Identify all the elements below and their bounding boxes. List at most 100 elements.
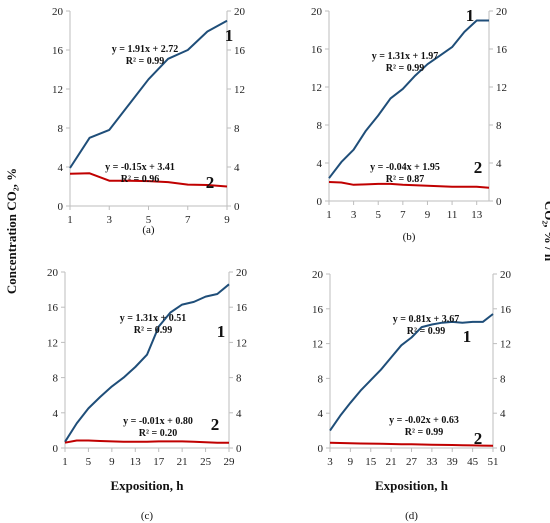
x-tick-label: 29 [224,456,236,468]
r-squared-1: R² = 0.99 [134,325,172,336]
r-squared-1: R² = 0.99 [386,63,424,74]
x-tick-label: 3 [107,214,113,226]
regression-equation-1: y = 0.81x + 3.67 [393,314,459,325]
y-tick-label-right: 20 [234,6,246,18]
x-tick-label: 1 [62,456,68,468]
panel-label: (a) [142,224,155,236]
curve-number-1: 1 [463,327,472,346]
r-squared-2: R² = 0.20 [139,428,177,439]
x-tick-label: 21 [177,456,188,468]
x-tick-label: 5 [86,456,92,468]
x-tick-label: 5 [146,214,152,226]
y-tick-label-left: 4 [53,408,59,420]
y-tick-label-right: 4 [496,158,502,170]
y-tick-label-right: 0 [496,196,502,208]
y-tick-label-left: 16 [311,44,323,56]
curve-number-2: 2 [474,429,483,448]
x-tick-label: 11 [447,209,458,221]
y-tick-label-left: 4 [318,408,324,420]
panel-label: (b) [403,231,416,243]
y-tick-label-left: 16 [312,304,324,316]
y-tick-label-right: 0 [234,201,240,213]
y-tick-label-right: 20 [496,6,508,18]
regression-equation-2: y = -0.15x + 3.41 [105,162,175,173]
y-tick-label-left: 12 [312,339,323,351]
regression-equation-2: y = -0.02x + 0.63 [389,415,459,426]
panel-label: (d) [405,510,418,522]
y-tick-label-right: 8 [496,120,502,132]
x-tick-label: 17 [153,456,165,468]
y-tick-label-right: 4 [500,408,506,420]
x-tick-label: 9 [348,456,354,468]
y-tick-label-left: 8 [53,373,59,385]
regression-equation-1: y = 1.91x + 2.72 [112,44,178,55]
x-tick-label: 9 [109,456,115,468]
r-squared-2: R² = 0.99 [405,427,443,438]
y-tick-label-left: 12 [311,82,322,94]
y-tick-label-left: 0 [58,201,64,213]
series-line-2 [329,441,494,447]
y-tick-label-right: 16 [234,45,246,57]
y-tick-label-right: 4 [234,162,240,174]
x-tick-label: 25 [200,456,212,468]
y-tick-label-right: 16 [236,302,248,314]
y-tick-label-right: 12 [236,337,247,349]
x-tick-label: 5 [375,209,381,221]
y-tick-label-left: 20 [312,269,324,281]
regression-equation-2: y = -0.04x + 1.95 [370,162,440,173]
curve-number-2: 2 [474,158,483,177]
y-axis-label-right: CO₂, % / h [542,201,550,262]
y-tick-label-left: 8 [58,123,64,135]
y-tick-label-left: 16 [52,45,64,57]
y-tick-label-right: 12 [500,339,511,351]
curve-number-2: 2 [206,173,215,192]
x-tick-label: 1 [67,214,73,226]
y-tick-label-left: 0 [318,443,324,455]
x-tick-label: 13 [471,209,483,221]
y-tick-label-right: 12 [234,84,245,96]
x-tick-label: 33 [426,456,438,468]
series-line-2 [69,172,228,188]
x-tick-label: 15 [365,456,377,468]
x-tick-label: 9 [425,209,431,221]
x-tick-label: 3 [327,456,333,468]
y-tick-label-right: 12 [496,82,507,94]
regression-equation-2: y = -0.01x + 0.80 [123,416,193,427]
series-line-1 [64,283,230,443]
y-tick-label-right: 0 [500,443,506,455]
y-tick-label-right: 8 [234,123,240,135]
curve-number-2: 2 [211,415,220,434]
y-tick-label-left: 0 [317,196,323,208]
curve-number-1: 1 [225,26,234,45]
x-tick-label: 13 [130,456,142,468]
x-tick-label: 7 [400,209,406,221]
y-tick-label-right: 20 [500,269,512,281]
r-squared-1: R² = 0.99 [407,326,445,337]
series-line-1 [328,19,489,179]
y-tick-label-left: 16 [47,302,59,314]
panel-label: (c) [141,510,154,522]
curve-number-1: 1 [217,322,226,341]
r-squared-1: R² = 0.99 [126,56,164,67]
x-tick-label: 21 [386,456,397,468]
x-tick-label: 27 [406,456,418,468]
series-line-1 [69,19,228,169]
y-tick-label-left: 4 [317,158,323,170]
y-tick-label-left: 12 [52,84,63,96]
y-tick-label-left: 12 [47,337,58,349]
series-line-1 [329,313,494,432]
y-tick-label-right: 20 [236,267,248,279]
y-axis-label-left: Concentration CO₂, % [4,168,19,294]
y-tick-label-left: 8 [317,120,323,132]
y-tick-label-left: 20 [47,267,59,279]
y-tick-label-left: 0 [53,443,59,455]
x-tick-label: 7 [185,214,191,226]
y-tick-label-right: 0 [236,443,242,455]
regression-equation-1: y = 1.31x + 1.97 [372,51,438,62]
